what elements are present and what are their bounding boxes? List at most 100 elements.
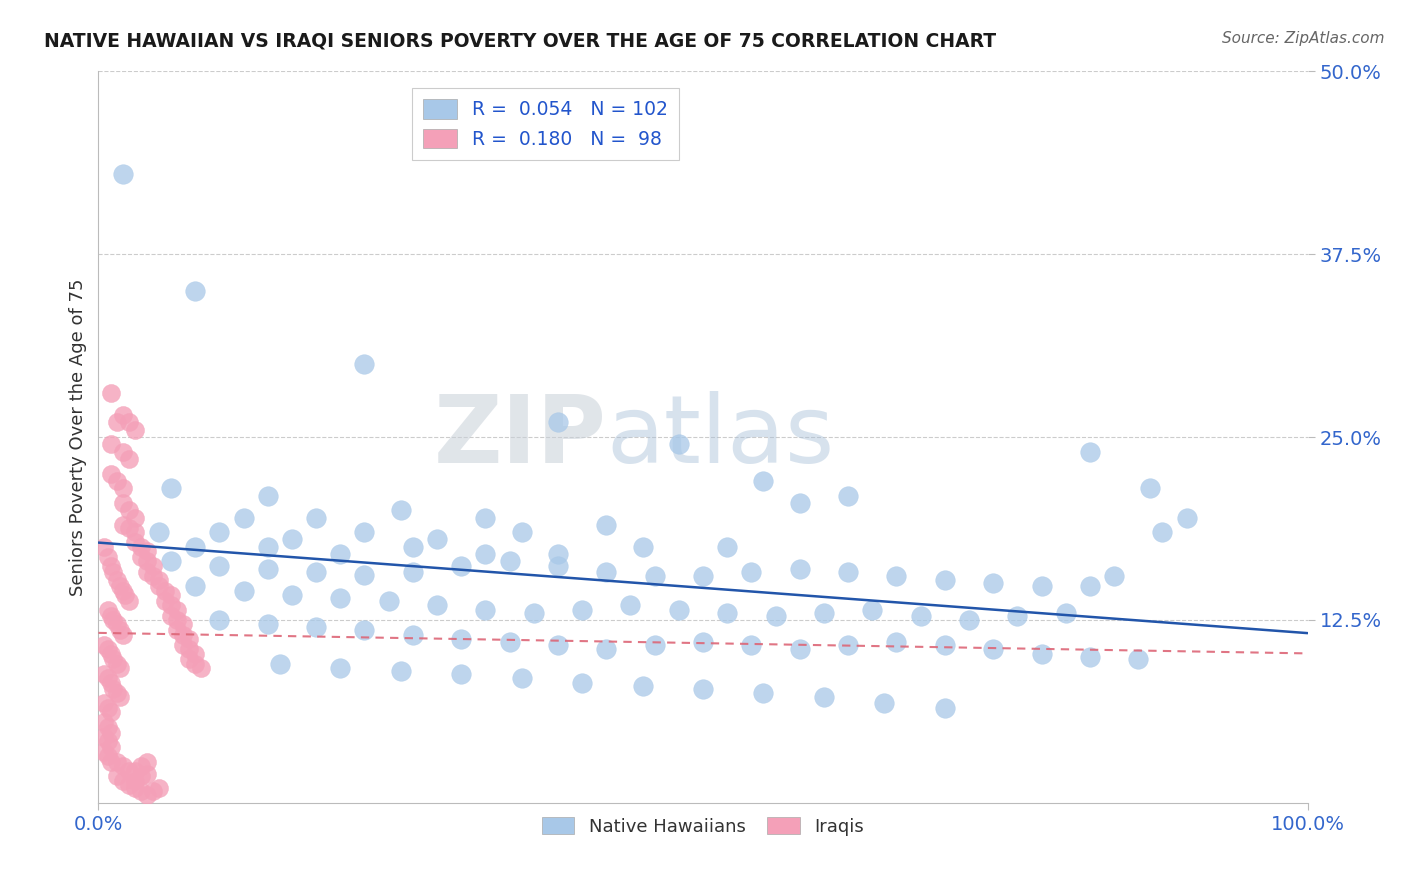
Text: NATIVE HAWAIIAN VS IRAQI SENIORS POVERTY OVER THE AGE OF 75 CORRELATION CHART: NATIVE HAWAIIAN VS IRAQI SENIORS POVERTY…	[44, 31, 995, 50]
Native Hawaiians	[716, 606, 738, 620]
Iraqis	[111, 408, 134, 422]
Native Hawaiians	[148, 525, 170, 540]
Native Hawaiians	[232, 583, 254, 598]
Iraqis	[100, 608, 122, 623]
Iraqis	[129, 784, 152, 798]
Native Hawaiians	[740, 565, 762, 579]
Iraqis	[129, 769, 152, 783]
Iraqis	[124, 781, 146, 796]
Native Hawaiians	[837, 565, 859, 579]
Iraqis	[108, 661, 131, 675]
Text: ZIP: ZIP	[433, 391, 606, 483]
Iraqis	[172, 617, 194, 632]
Native Hawaiians	[813, 606, 835, 620]
Native Hawaiians	[498, 554, 520, 568]
Y-axis label: Seniors Poverty Over the Age of 75: Seniors Poverty Over the Age of 75	[69, 278, 87, 596]
Iraqis	[190, 661, 212, 675]
Native Hawaiians	[692, 569, 714, 583]
Native Hawaiians	[160, 481, 183, 495]
Native Hawaiians	[571, 603, 593, 617]
Native Hawaiians	[547, 416, 569, 430]
Iraqis	[105, 617, 128, 632]
Native Hawaiians	[426, 533, 449, 547]
Native Hawaiians	[329, 591, 352, 605]
Native Hawaiians	[256, 562, 278, 576]
Native Hawaiians	[571, 676, 593, 690]
Native Hawaiians	[837, 489, 859, 503]
Native Hawaiians	[644, 569, 666, 583]
Native Hawaiians	[208, 613, 231, 627]
Iraqis	[135, 755, 157, 769]
Native Hawaiians	[547, 558, 569, 573]
Iraqis	[111, 517, 134, 532]
Iraqis	[97, 720, 120, 734]
Iraqis	[124, 764, 146, 778]
Native Hawaiians	[353, 525, 375, 540]
Native Hawaiians	[1175, 510, 1198, 524]
Iraqis	[105, 416, 128, 430]
Native Hawaiians	[668, 437, 690, 451]
Native Hawaiians	[353, 357, 375, 371]
Native Hawaiians	[510, 525, 533, 540]
Iraqis	[105, 474, 128, 488]
Iraqis	[129, 540, 152, 554]
Native Hawaiians	[450, 632, 472, 646]
Iraqis	[142, 558, 165, 573]
Iraqis	[111, 444, 134, 458]
Native Hawaiians	[184, 284, 207, 298]
Legend: Native Hawaiians, Iraqis: Native Hawaiians, Iraqis	[533, 808, 873, 845]
Native Hawaiians	[232, 510, 254, 524]
Native Hawaiians	[934, 638, 956, 652]
Native Hawaiians	[934, 700, 956, 714]
Native Hawaiians	[1007, 608, 1029, 623]
Iraqis	[118, 416, 141, 430]
Native Hawaiians	[1078, 649, 1101, 664]
Native Hawaiians	[377, 594, 399, 608]
Iraqis	[124, 525, 146, 540]
Native Hawaiians	[981, 576, 1004, 591]
Iraqis	[111, 759, 134, 773]
Iraqis	[101, 613, 124, 627]
Iraqis	[108, 690, 131, 705]
Iraqis	[93, 638, 115, 652]
Iraqis	[129, 549, 152, 564]
Native Hawaiians	[281, 588, 304, 602]
Native Hawaiians	[498, 635, 520, 649]
Iraqis	[100, 705, 122, 719]
Native Hawaiians	[474, 510, 496, 524]
Iraqis	[108, 623, 131, 637]
Native Hawaiians	[256, 489, 278, 503]
Native Hawaiians	[692, 635, 714, 649]
Native Hawaiians	[353, 623, 375, 637]
Iraqis	[101, 652, 124, 666]
Iraqis	[114, 588, 136, 602]
Iraqis	[142, 784, 165, 798]
Native Hawaiians	[389, 664, 412, 678]
Iraqis	[153, 583, 176, 598]
Native Hawaiians	[305, 510, 328, 524]
Iraqis	[101, 681, 124, 696]
Native Hawaiians	[402, 540, 425, 554]
Native Hawaiians	[1102, 569, 1125, 583]
Iraqis	[166, 623, 188, 637]
Iraqis	[148, 781, 170, 796]
Iraqis	[108, 579, 131, 593]
Native Hawaiians	[184, 540, 207, 554]
Iraqis	[100, 740, 122, 755]
Iraqis	[100, 558, 122, 573]
Native Hawaiians	[886, 635, 908, 649]
Iraqis	[105, 657, 128, 671]
Native Hawaiians	[595, 517, 617, 532]
Native Hawaiians	[752, 474, 775, 488]
Native Hawaiians	[789, 562, 811, 576]
Text: Source: ZipAtlas.com: Source: ZipAtlas.com	[1222, 31, 1385, 46]
Native Hawaiians	[765, 608, 787, 623]
Native Hawaiians	[305, 565, 328, 579]
Iraqis	[93, 730, 115, 744]
Native Hawaiians	[1078, 579, 1101, 593]
Iraqis	[172, 638, 194, 652]
Iraqis	[97, 603, 120, 617]
Iraqis	[179, 642, 201, 657]
Iraqis	[93, 540, 115, 554]
Iraqis	[172, 627, 194, 641]
